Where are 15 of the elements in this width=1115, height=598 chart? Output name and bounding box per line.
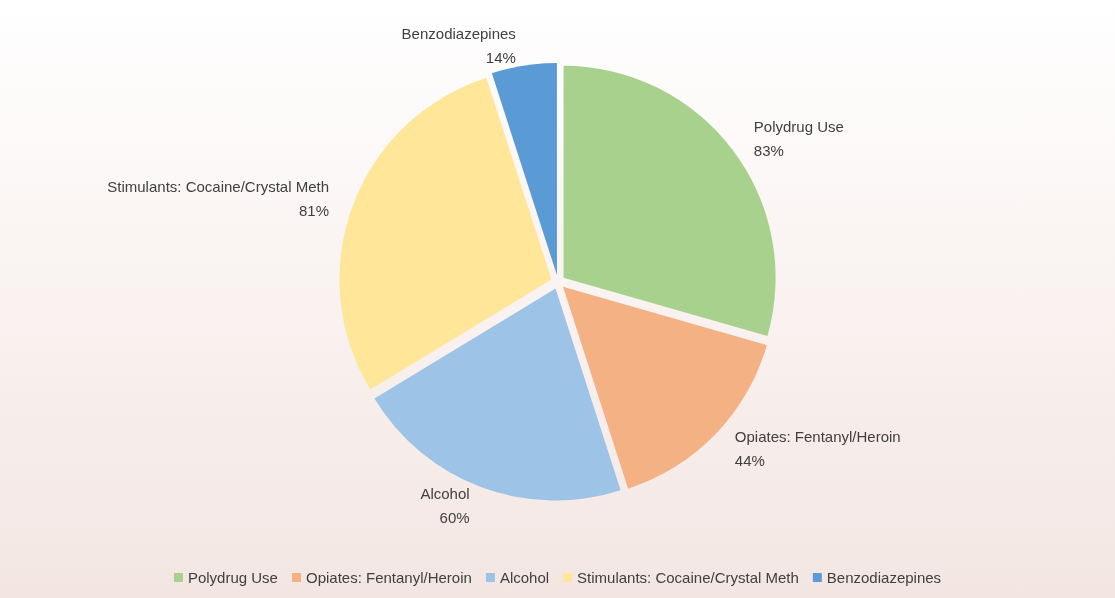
data-label: 83% [753,141,784,159]
legend-label: Opiates: Fentanyl/Heroin [305,569,472,586]
legend-label: Alcohol [499,569,550,586]
slice-label: Opiates: Fentanyl/Heroin [734,427,901,445]
slice-label: Polydrug Use [753,117,844,135]
data-label: 81% [299,202,330,220]
slice-label: Alcohol [420,485,470,503]
data-label: 44% [734,451,765,469]
slice-label: Stimulants: Cocaine/Crystal Meth [107,178,330,196]
slice-label: Benzodiazepines [401,25,516,43]
data-label: 60% [439,509,470,527]
legend-label: Polydrug Use [187,569,278,586]
data-label: 14% [485,49,516,67]
legend-label: Benzodiazepines [826,569,942,586]
legend-label: Stimulants: Cocaine/Crystal Meth [577,569,799,586]
